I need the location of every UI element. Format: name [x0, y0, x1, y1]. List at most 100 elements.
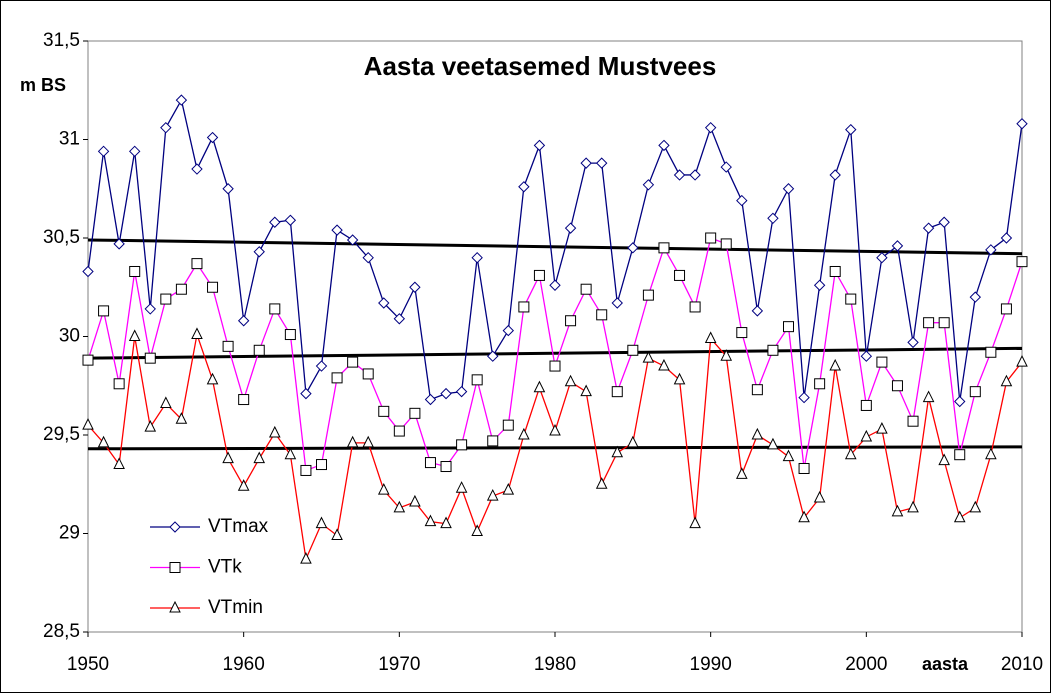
x-tick-label: 1960: [223, 654, 265, 675]
marker: [969, 500, 982, 513]
marker: [580, 384, 592, 397]
legend-marker: [169, 521, 181, 533]
marker: [985, 447, 997, 460]
marker: [440, 516, 452, 529]
marker: [845, 123, 857, 136]
y-axis-label: m BS: [20, 75, 66, 95]
x-tick-label: 1950: [67, 654, 109, 675]
marker: [113, 457, 125, 470]
marker: [331, 528, 343, 540]
marker: [565, 315, 577, 327]
legend-marker: [169, 562, 181, 573]
marker: [627, 435, 639, 448]
marker: [113, 378, 125, 390]
marker: [191, 327, 203, 340]
marker: [471, 251, 483, 264]
x-tick-label: 1980: [534, 654, 576, 675]
marker: [611, 386, 623, 398]
marker: [440, 387, 452, 400]
marker: [782, 183, 795, 195]
legend-marker: [169, 600, 181, 613]
marker: [98, 305, 110, 317]
marker: [1016, 256, 1028, 268]
marker: [720, 161, 732, 173]
marker: [486, 488, 499, 501]
marker: [954, 395, 966, 408]
marker: [378, 297, 390, 309]
marker: [424, 457, 436, 469]
marker: [689, 169, 701, 181]
marker: [409, 281, 421, 293]
marker: [627, 344, 639, 356]
marker: [642, 179, 655, 191]
marker: [269, 216, 281, 228]
marker: [705, 232, 717, 244]
marker: [346, 234, 359, 246]
marker: [97, 435, 110, 448]
marker: [564, 374, 577, 387]
marker: [300, 464, 312, 476]
marker: [253, 246, 265, 258]
marker: [268, 425, 281, 438]
marker: [689, 516, 701, 529]
marker: [362, 251, 374, 264]
marker: [300, 551, 312, 564]
marker: [253, 344, 265, 356]
marker: [829, 265, 841, 277]
marker: [642, 351, 655, 363]
marker: [533, 269, 545, 281]
marker: [860, 350, 873, 362]
marker: [829, 169, 841, 181]
marker: [829, 358, 842, 371]
marker: [673, 372, 686, 385]
marker: [160, 121, 172, 134]
marker: [82, 265, 94, 278]
marker: [611, 445, 624, 458]
marker: [767, 344, 779, 356]
marker: [564, 222, 577, 234]
marker: [424, 393, 437, 406]
marker: [346, 435, 359, 448]
marker: [876, 251, 888, 264]
marker: [674, 269, 686, 281]
marker: [922, 390, 935, 403]
marker: [518, 427, 530, 440]
marker: [969, 291, 982, 303]
marker: [798, 391, 810, 404]
marker: [814, 378, 826, 390]
marker: [409, 407, 421, 419]
marker: [751, 305, 764, 317]
marker: [362, 368, 374, 380]
marker: [424, 514, 437, 527]
marker: [1016, 118, 1028, 130]
marker: [113, 238, 125, 250]
marker: [783, 321, 794, 333]
marker: [876, 356, 888, 368]
marker: [751, 427, 764, 440]
marker: [191, 163, 203, 175]
marker: [813, 279, 826, 291]
marker: [658, 139, 670, 152]
marker: [160, 293, 172, 305]
marker: [907, 336, 919, 349]
marker: [222, 340, 234, 352]
marker: [1016, 354, 1028, 367]
marker: [767, 437, 779, 450]
marker: [611, 297, 623, 309]
marker: [144, 420, 157, 432]
marker: [82, 418, 94, 430]
marker: [736, 194, 748, 207]
marker: [440, 461, 452, 473]
y-tick-label: 29,5: [43, 424, 80, 445]
marker: [891, 240, 904, 252]
marker: [782, 449, 795, 462]
marker: [331, 224, 343, 236]
y-tick-label: 31,5: [43, 30, 80, 51]
marker: [206, 131, 219, 144]
marker: [502, 483, 515, 495]
marker: [487, 435, 499, 447]
marker: [876, 421, 888, 434]
marker: [907, 500, 919, 513]
marker: [331, 372, 343, 384]
